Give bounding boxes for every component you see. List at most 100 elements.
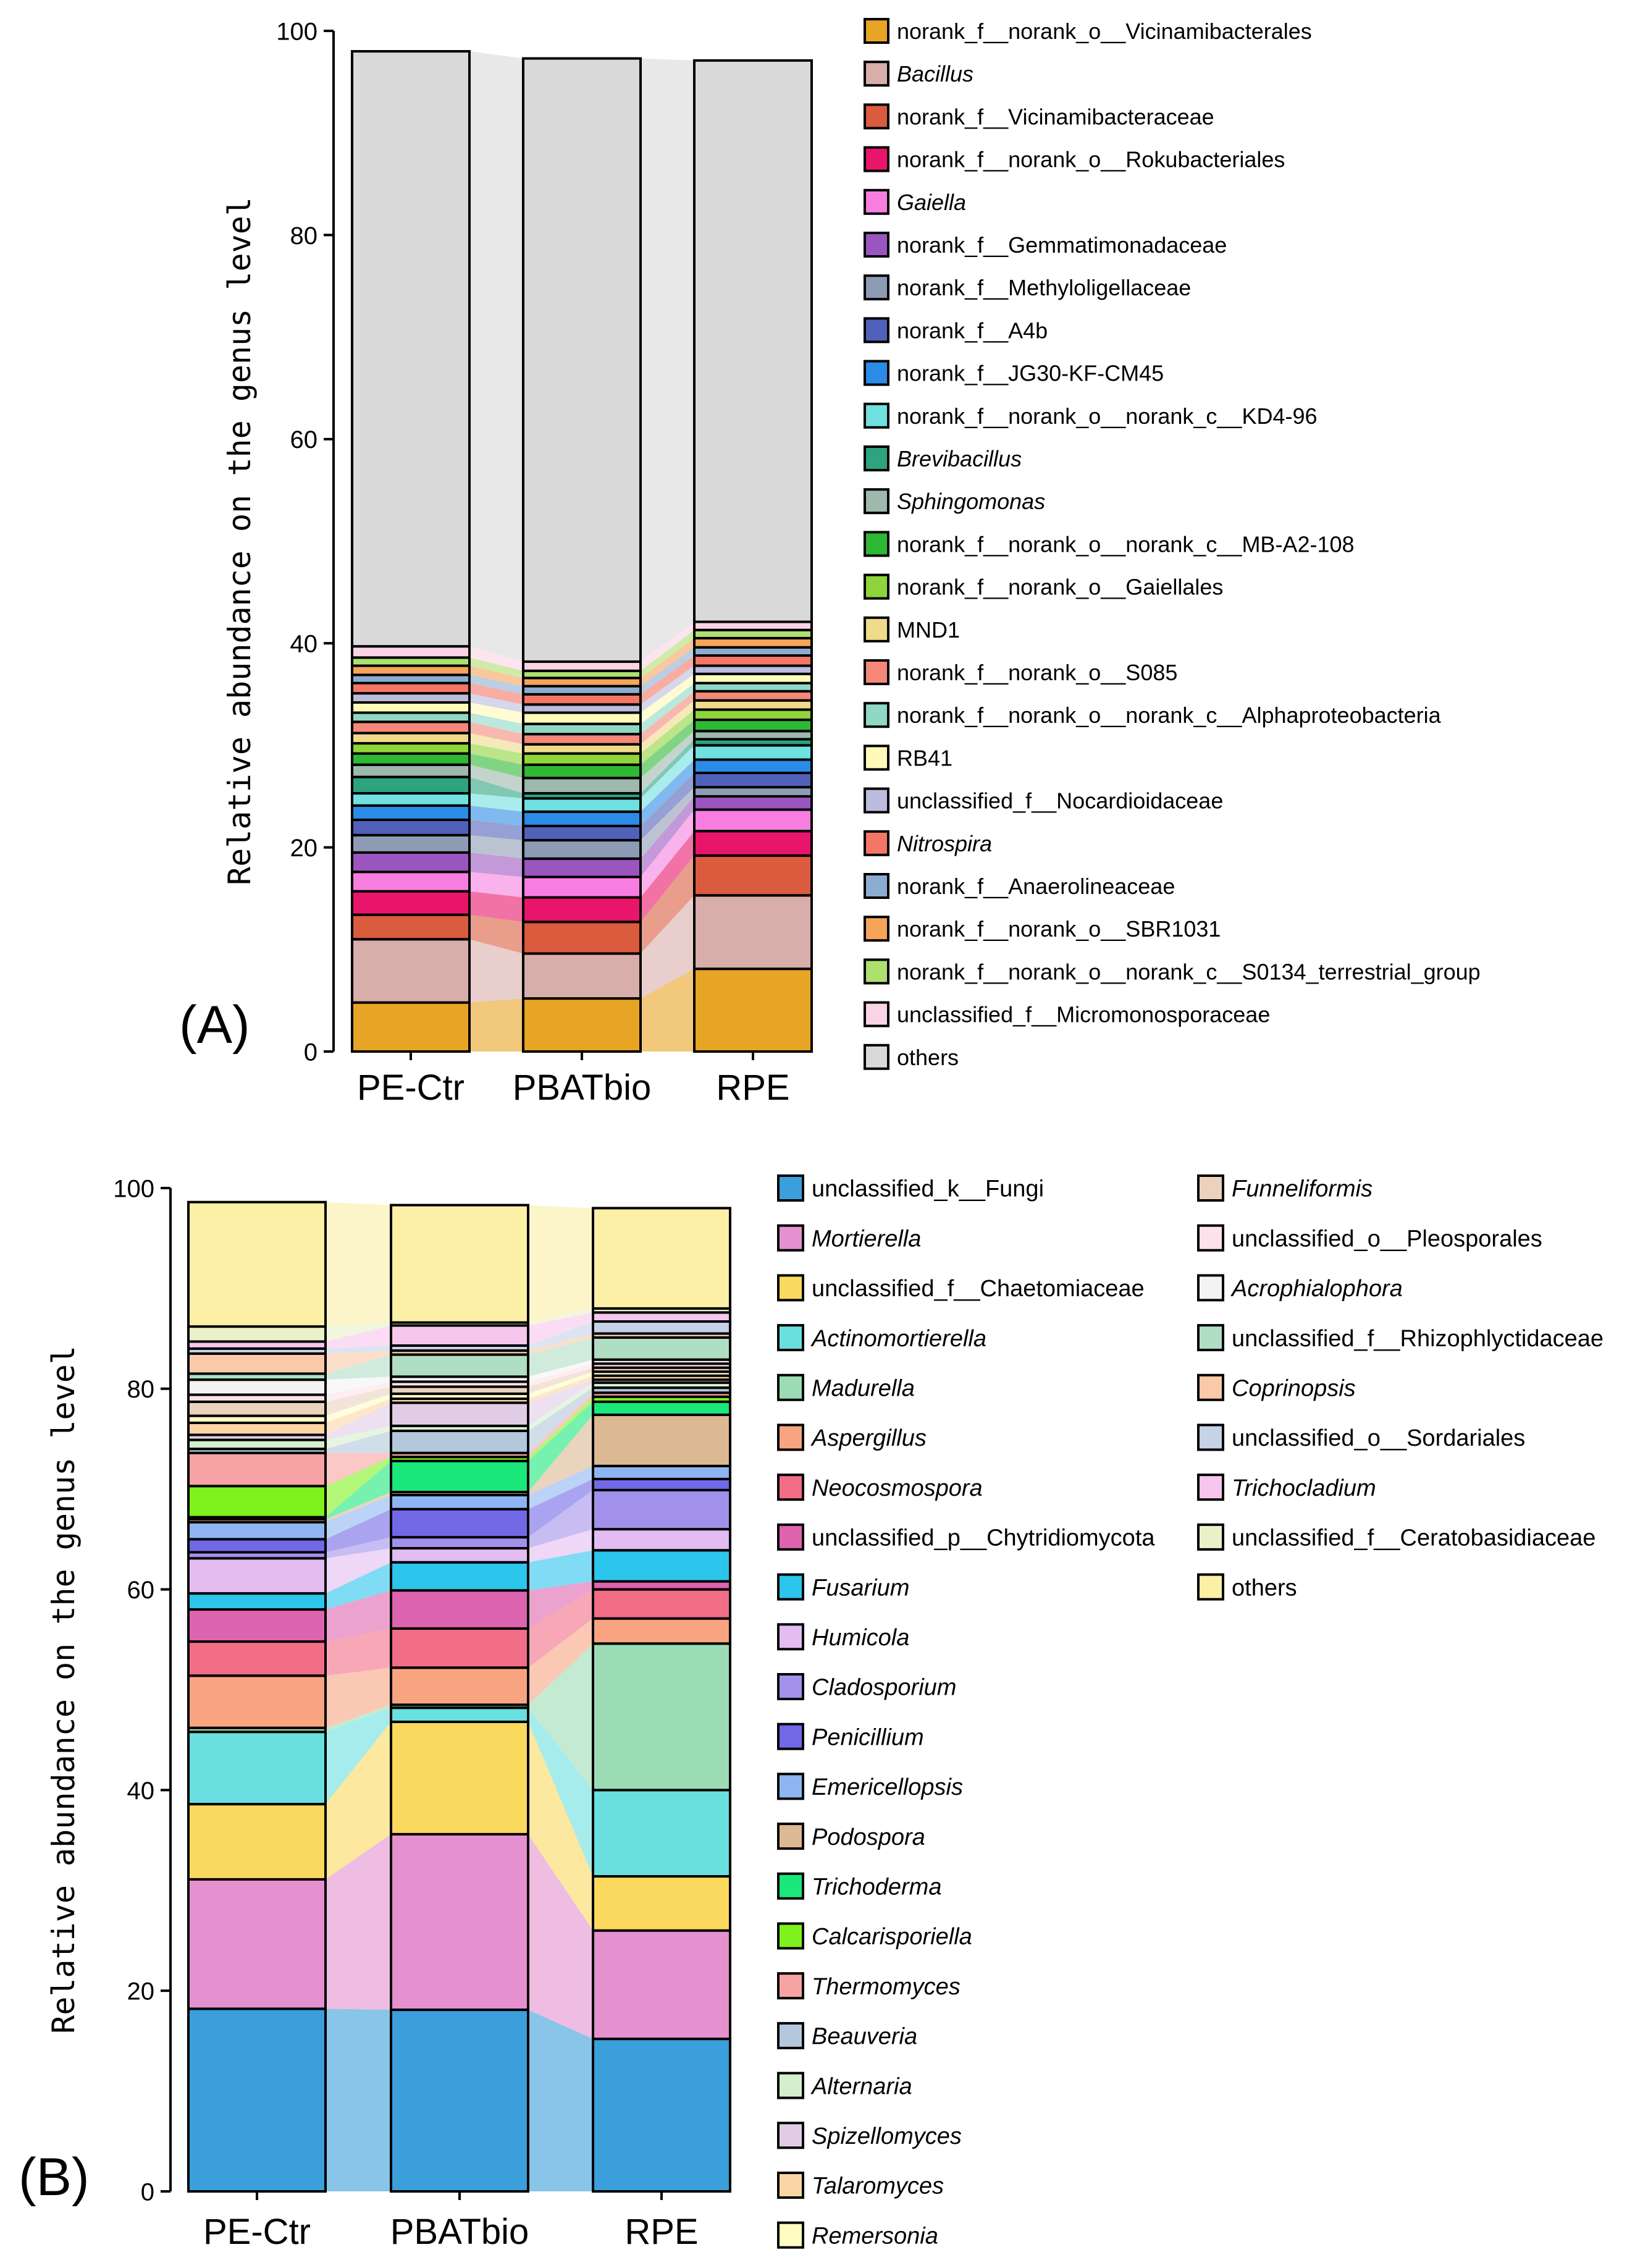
legend-label: Gaiella: [897, 190, 966, 215]
connector-ribbons: [326, 1202, 593, 2191]
legend-label: Thermomyces: [812, 1974, 961, 2000]
bar-segment: [351, 752, 471, 766]
bar-segment: [522, 777, 642, 795]
bar-segment: [351, 804, 471, 821]
legend-item: Madurella: [777, 1373, 915, 1401]
connector-ribbon: [326, 1562, 391, 1610]
bar-segment: [390, 1353, 529, 1378]
connector-ribbon: [528, 1834, 593, 2039]
connector-ribbon: [469, 819, 523, 841]
bar-segment: [522, 824, 642, 842]
legend-label: Sphingomonas: [897, 489, 1045, 514]
connector-ribbon: [641, 855, 694, 954]
legend-item: norank_f__Vicinamibacteraceae: [864, 103, 1214, 130]
bar-segment: [522, 952, 642, 1000]
legend-label: unclassified_o__Pleosporales: [1232, 1226, 1542, 1252]
connector-ribbon: [641, 739, 694, 799]
connector-ribbon: [469, 891, 523, 922]
legend-label: unclassified_f__Chaetomiaceae: [812, 1276, 1145, 1302]
legend-item: Cladosporium: [777, 1673, 956, 1701]
bar-segment: [351, 833, 471, 854]
connector-ribbon: [469, 693, 523, 713]
bar-segment: [693, 967, 813, 1053]
legend-item: norank_f__norank_o__norank_c__S0134_terr…: [864, 958, 1481, 985]
legend-item: norank_f__norank_o__Rokubacteriales: [864, 146, 1285, 172]
bar-segment: [187, 1520, 327, 1541]
connector-ribbon: [469, 51, 523, 662]
legend-item: norank_f__Gemmatimonadaceae: [864, 232, 1227, 258]
bar-segment: [351, 851, 471, 874]
legend-label: Emericellopsis: [812, 1774, 963, 1800]
bar-segment: [693, 744, 813, 761]
bar-segment: [522, 711, 642, 725]
connector-ribbon: [326, 1705, 391, 1732]
legend-swatch: [1197, 1274, 1224, 1302]
connector-ribbon: [326, 1402, 391, 1440]
bar-segment: [592, 1528, 731, 1552]
legend-item: unclassified_f__Rhizophlyctidaceae: [1197, 1324, 1604, 1352]
bar-segment: [390, 1507, 529, 1539]
bar-segment: [390, 1459, 529, 1494]
legend-item: norank_f__A4b: [864, 317, 1048, 344]
connector-ribbon: [528, 1415, 593, 1495]
legend-swatch: [777, 2122, 804, 2149]
bar-segment: [522, 57, 642, 663]
connector-ribbon: [528, 1312, 593, 1346]
connector-ribbon: [326, 1667, 391, 1728]
legend-item: norank_f__norank_o__SBR1031: [864, 916, 1221, 942]
bar-segment: [522, 857, 642, 879]
connector-ribbon: [641, 969, 694, 1052]
legend-swatch: [864, 702, 889, 728]
bar-segment: [693, 758, 813, 775]
bar-segment: [187, 1438, 327, 1451]
bar-segment: [522, 810, 642, 827]
legend-label: norank_f__norank_o__Gaiellales: [897, 575, 1223, 600]
bar-segment: [592, 1464, 731, 1480]
legend-item: Remersonia: [777, 2221, 938, 2249]
legend-item: Mortierella: [777, 1224, 921, 1252]
bar-segment: [187, 1731, 327, 1806]
bar-segment: [693, 59, 813, 623]
legend-item: Sphingomonas: [864, 488, 1045, 515]
connector-ribbon: [326, 1457, 391, 1517]
connector-ribbon: [641, 665, 694, 713]
legend-item: unclassified_f__Ceratobasidiaceae: [1197, 1523, 1595, 1551]
bar-segment: [592, 1311, 731, 1323]
bar-segment: [187, 1803, 327, 1881]
connector-ribbon: [326, 1494, 391, 1540]
legend-item: norank_f__norank_o__norank_c__KD4-96: [864, 402, 1318, 429]
connector-ribbon: [326, 1322, 391, 1342]
connector-ribbon: [469, 657, 523, 678]
legend-label: norank_f__Anaerolineaceae: [897, 874, 1175, 899]
bar-segment: [351, 742, 471, 755]
y-axis: 0 20 40 60 80 100: [276, 18, 335, 1066]
legend-item: Alternaria: [777, 2072, 912, 2099]
connector-ribbon: [528, 1708, 593, 1877]
bar-segment: [522, 693, 642, 706]
bar-segment: [390, 1627, 529, 1669]
bar-segment: [351, 720, 471, 735]
bar-segment: [693, 672, 813, 685]
legend-item: Trichoderma: [777, 1872, 941, 1900]
connector-ribbon: [528, 1380, 593, 1426]
legend-swatch: [1197, 1174, 1224, 1202]
bar-segment: [187, 1378, 327, 1396]
bar-segment: [693, 708, 813, 722]
legend-swatch: [864, 103, 889, 130]
legend-item: Nitrospira: [864, 830, 992, 856]
bar-segment: [187, 1640, 327, 1677]
legend-label: Penicillium: [812, 1724, 924, 1750]
bars: [351, 50, 813, 1053]
connector-ribbon: [641, 773, 694, 841]
bar-segment: [187, 2007, 327, 2193]
bar-segment: [592, 1549, 731, 1583]
legend-label: Remersonia: [812, 2223, 938, 2249]
legend-swatch: [777, 1423, 804, 1451]
legend-item: others: [864, 1043, 959, 1070]
bar-segment: [390, 1536, 529, 1550]
legend-label: norank_f__Vicinamibacteraceae: [897, 104, 1214, 129]
bar-segment: [390, 1430, 529, 1454]
legend-swatch: [777, 2072, 804, 2099]
bar-segment: [592, 1642, 731, 1792]
